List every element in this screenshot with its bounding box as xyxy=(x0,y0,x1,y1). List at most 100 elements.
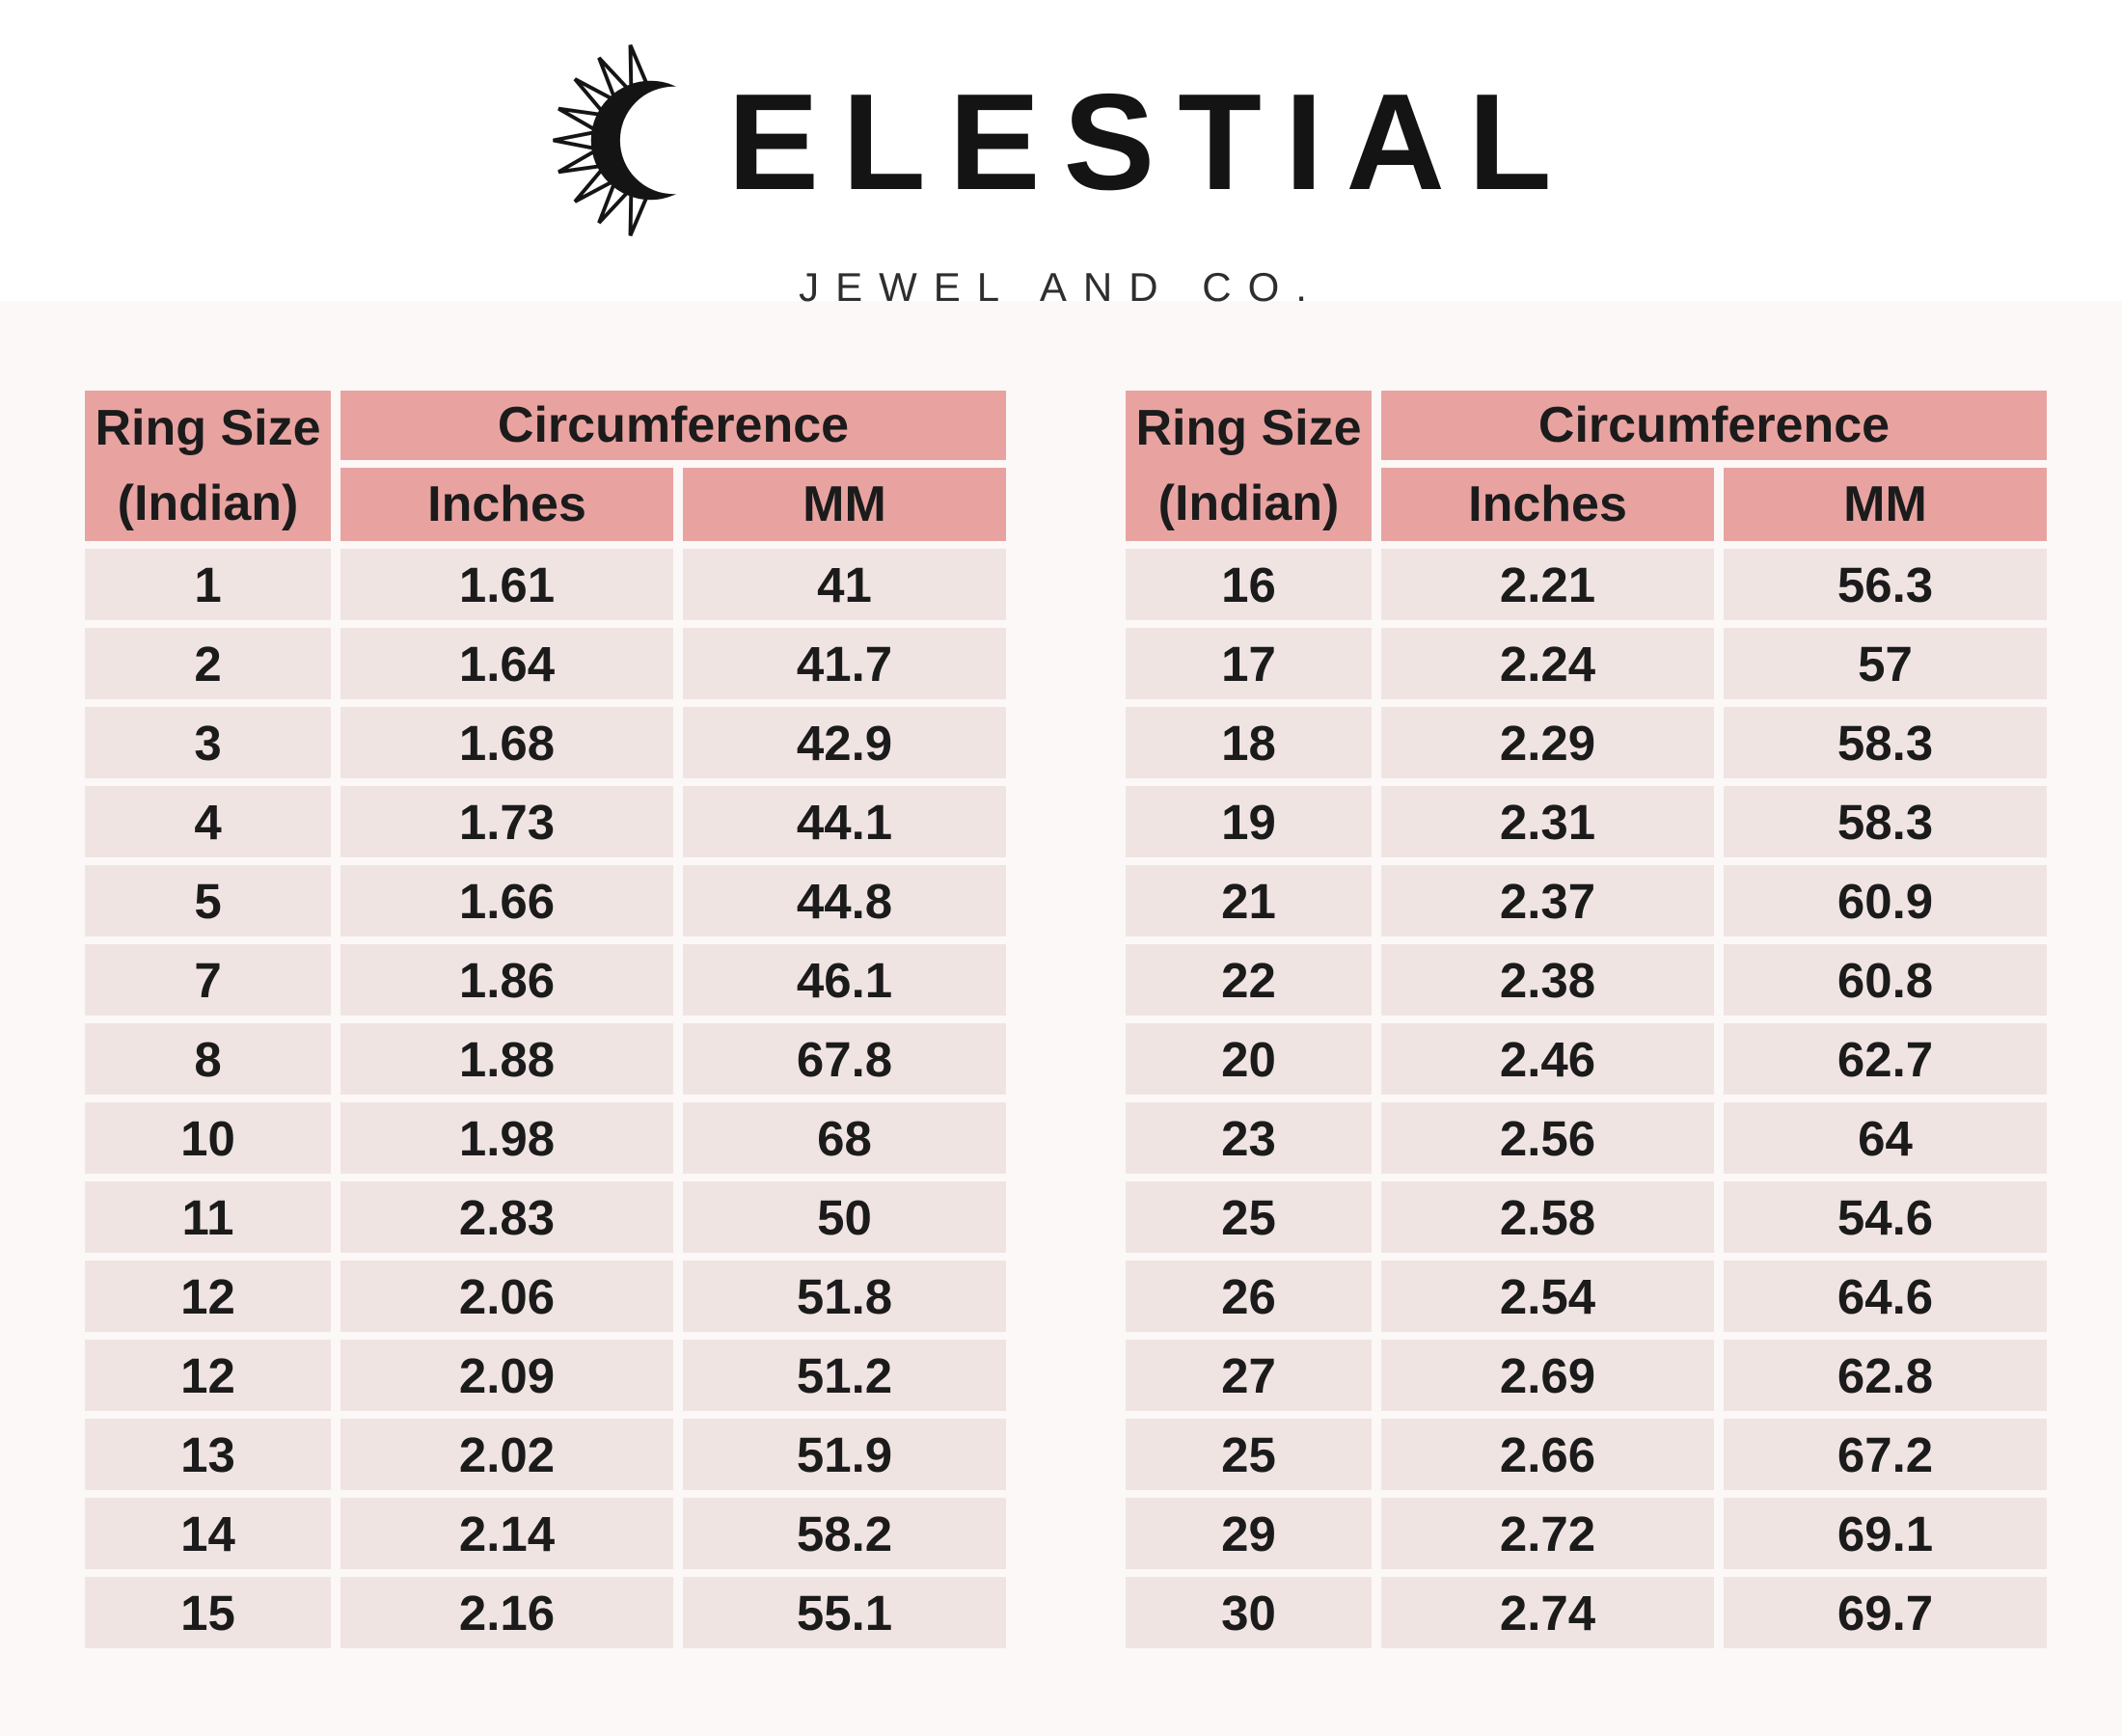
ring-size-cell: 22 xyxy=(1126,944,1372,1016)
ring-size-cell: 1 xyxy=(85,549,331,620)
table-row: 2 1.64 41.7 xyxy=(85,628,1006,699)
inches-cell: 1.68 xyxy=(340,707,673,778)
mm-cell: 64 xyxy=(1724,1102,2047,1174)
ring-size-header: Ring Size (Indian) xyxy=(85,391,331,541)
mm-header: MM xyxy=(1724,468,2047,541)
table-row: 20 2.46 62.7 xyxy=(1126,1023,2047,1095)
mm-cell: 58.3 xyxy=(1724,707,2047,778)
mm-cell: 51.8 xyxy=(683,1261,1006,1332)
ring-size-cell: 20 xyxy=(1126,1023,1372,1095)
mm-cell: 57 xyxy=(1724,628,2047,699)
ring-size-cell: 21 xyxy=(1126,865,1372,936)
table-row: 12 2.09 51.2 xyxy=(85,1340,1006,1411)
inches-header: Inches xyxy=(1381,468,1714,541)
inches-cell: 2.29 xyxy=(1381,707,1714,778)
inches-cell: 2.74 xyxy=(1381,1577,1714,1648)
inches-cell: 2.54 xyxy=(1381,1261,1714,1332)
mm-cell: 67.8 xyxy=(683,1023,1006,1095)
ring-size-header-line1: Ring Size xyxy=(95,400,321,456)
table-row: 27 2.69 62.8 xyxy=(1126,1340,2047,1411)
mm-cell: 56.3 xyxy=(1724,549,2047,620)
left-table-body: 1 1.61 41 2 1.64 41.7 3 1.68 42.9 4 1.73 44.1 5 1.66 4… xyxy=(85,549,1006,1648)
ring-size-cell: 12 xyxy=(85,1340,331,1411)
mm-header: MM xyxy=(683,468,1006,541)
inches-cell: 2.09 xyxy=(340,1340,673,1411)
ring-size-cell: 13 xyxy=(85,1419,331,1490)
ring-size-cell: 16 xyxy=(1126,549,1372,620)
mm-cell: 64.6 xyxy=(1724,1261,2047,1332)
table-row: 11 2.83 50 xyxy=(85,1181,1006,1253)
inches-cell: 2.14 xyxy=(340,1498,673,1569)
inches-cell: 2.02 xyxy=(340,1419,673,1490)
ring-size-header: Ring Size (Indian) xyxy=(1126,391,1372,541)
ring-size-cell: 15 xyxy=(85,1577,331,1648)
table-row: 19 2.31 58.3 xyxy=(1126,786,2047,857)
mm-cell: 51.2 xyxy=(683,1340,1006,1411)
mm-cell: 46.1 xyxy=(683,944,1006,1016)
inches-cell: 1.73 xyxy=(340,786,673,857)
table-row: 12 2.06 51.8 xyxy=(85,1261,1006,1332)
ring-size-cell: 12 xyxy=(85,1261,331,1332)
table-row: 8 1.88 67.8 xyxy=(85,1023,1006,1095)
mm-cell: 58.3 xyxy=(1724,786,2047,857)
mm-cell: 60.9 xyxy=(1724,865,2047,936)
mm-cell: 60.8 xyxy=(1724,944,2047,1016)
circumference-header: Circumference xyxy=(340,391,1006,460)
brand-tagline: JEWEL AND CO. xyxy=(799,264,1323,310)
mm-cell: 41.7 xyxy=(683,628,1006,699)
top-band xyxy=(0,0,2122,301)
ring-size-cell: 17 xyxy=(1126,628,1372,699)
ring-size-cell: 14 xyxy=(85,1498,331,1569)
mm-cell: 51.9 xyxy=(683,1419,1006,1490)
mm-cell: 58.2 xyxy=(683,1498,1006,1569)
table-row: 25 2.66 67.2 xyxy=(1126,1419,2047,1490)
brand-wordmark: ELESTIAL xyxy=(547,29,1574,251)
table-row: 4 1.73 44.1 xyxy=(85,786,1006,857)
ring-size-header-line2: (Indian) xyxy=(117,475,299,531)
table-row: 5 1.66 44.8 xyxy=(85,865,1006,936)
mm-cell: 67.2 xyxy=(1724,1419,2047,1490)
ring-size-cell: 19 xyxy=(1126,786,1372,857)
inches-cell: 1.86 xyxy=(340,944,673,1016)
mm-cell: 50 xyxy=(683,1181,1006,1253)
mm-cell: 69.7 xyxy=(1724,1577,2047,1648)
mm-cell: 55.1 xyxy=(683,1577,1006,1648)
table-row: 30 2.74 69.7 xyxy=(1126,1577,2047,1648)
inches-cell: 1.66 xyxy=(340,865,673,936)
inches-cell: 2.38 xyxy=(1381,944,1714,1016)
table-row: 14 2.14 58.2 xyxy=(85,1498,1006,1569)
brand-logo: ELESTIAL JEWEL AND CO. xyxy=(0,29,2122,311)
inches-cell: 2.31 xyxy=(1381,786,1714,857)
ring-size-cell: 23 xyxy=(1126,1102,1372,1174)
ring-size-cell: 3 xyxy=(85,707,331,778)
inches-cell: 2.16 xyxy=(340,1577,673,1648)
mm-cell: 44.8 xyxy=(683,865,1006,936)
right-size-table: Ring Size (Indian) Circumference Inches … xyxy=(1116,383,2056,1656)
brand-name-text: ELESTIAL xyxy=(727,66,1575,219)
sun-crescent-icon xyxy=(551,41,728,239)
ring-size-cell: 2 xyxy=(85,628,331,699)
inches-cell: 2.83 xyxy=(340,1181,673,1253)
table-row: 25 2.58 54.6 xyxy=(1126,1181,2047,1253)
ring-size-cell: 11 xyxy=(85,1181,331,1253)
inches-cell: 1.88 xyxy=(340,1023,673,1095)
inches-cell: 2.37 xyxy=(1381,865,1714,936)
inches-cell: 1.64 xyxy=(340,628,673,699)
table-row: 13 2.02 51.9 xyxy=(85,1419,1006,1490)
table-row: 17 2.24 57 xyxy=(1126,628,2047,699)
inches-cell: 1.98 xyxy=(340,1102,673,1174)
table-row: 23 2.56 64 xyxy=(1126,1102,2047,1174)
table-row: 7 1.86 46.1 xyxy=(85,944,1006,1016)
left-table-header: Ring Size (Indian) Circumference Inches … xyxy=(85,391,1006,541)
inches-cell: 2.21 xyxy=(1381,549,1714,620)
ring-size-cell: 25 xyxy=(1126,1419,1372,1490)
mm-cell: 62.8 xyxy=(1724,1340,2047,1411)
ring-size-header-line1: Ring Size xyxy=(1135,400,1362,456)
mm-cell: 68 xyxy=(683,1102,1006,1174)
inches-cell: 2.56 xyxy=(1381,1102,1714,1174)
table-row: 21 2.37 60.9 xyxy=(1126,865,2047,936)
ring-size-cell: 10 xyxy=(85,1102,331,1174)
ring-size-header-line2: (Indian) xyxy=(1157,475,1340,531)
size-tables: Ring Size (Indian) Circumference Inches … xyxy=(75,383,2056,1656)
